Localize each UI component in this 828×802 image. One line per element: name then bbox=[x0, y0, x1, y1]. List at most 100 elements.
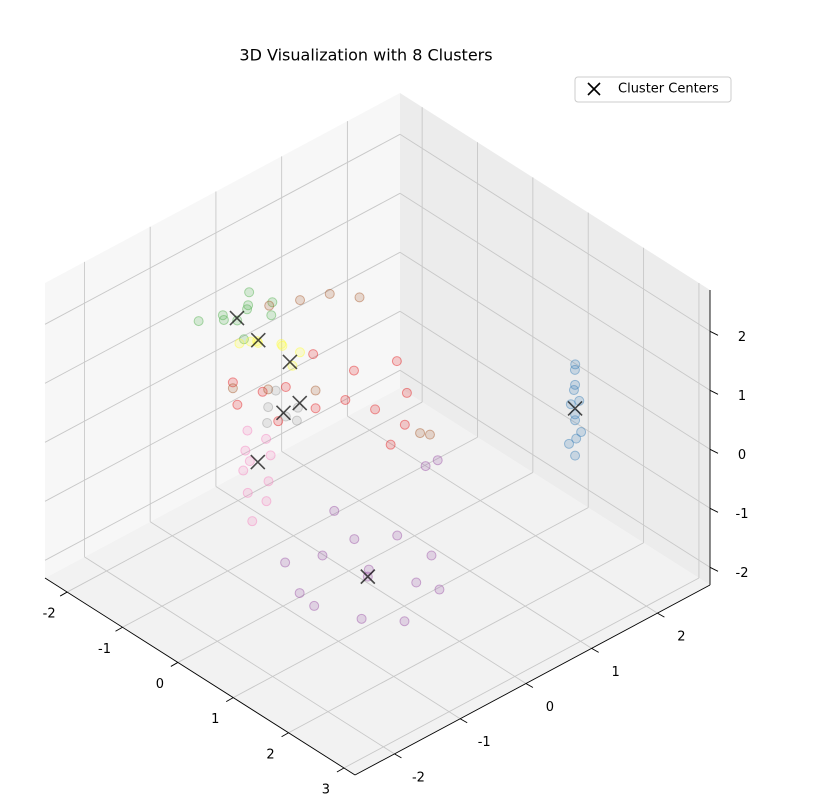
point bbox=[234, 338, 245, 349]
y-tick-label: 2 bbox=[677, 630, 685, 645]
point bbox=[217, 310, 228, 321]
x-tick-label: -2 bbox=[43, 607, 56, 622]
grid-line bbox=[343, 577, 700, 769]
point bbox=[295, 295, 306, 306]
y-tick-label: -2 bbox=[412, 770, 425, 785]
left-pane bbox=[45, 93, 400, 578]
point bbox=[329, 505, 340, 516]
point bbox=[309, 600, 320, 611]
point bbox=[244, 456, 255, 467]
legend-marker bbox=[587, 82, 601, 96]
z-tick-label: 2 bbox=[738, 330, 746, 345]
cluster-center bbox=[567, 400, 583, 417]
grid-line bbox=[66, 401, 423, 593]
point bbox=[247, 516, 258, 527]
grid-line bbox=[347, 415, 658, 614]
grid-line bbox=[122, 436, 478, 628]
point bbox=[253, 337, 264, 348]
grid-line bbox=[288, 542, 644, 734]
point bbox=[242, 487, 253, 498]
point bbox=[370, 404, 381, 415]
grid-line bbox=[44, 310, 401, 502]
point bbox=[401, 387, 412, 398]
cluster-center bbox=[275, 405, 292, 421]
point bbox=[265, 450, 276, 461]
point bbox=[571, 433, 582, 444]
z-tick bbox=[709, 389, 719, 395]
point bbox=[232, 399, 243, 410]
grid-line bbox=[399, 192, 711, 391]
point bbox=[354, 292, 365, 303]
y-tick bbox=[525, 683, 534, 688]
point bbox=[277, 340, 288, 351]
point bbox=[420, 461, 431, 472]
x-tick-label: 2 bbox=[266, 747, 274, 762]
z-tick bbox=[709, 448, 719, 454]
x-tick bbox=[59, 591, 68, 597]
point bbox=[310, 403, 321, 414]
cluster-center bbox=[292, 395, 308, 411]
point bbox=[317, 550, 328, 561]
point bbox=[242, 304, 253, 315]
cluster-center bbox=[250, 454, 266, 470]
grid-line bbox=[399, 310, 711, 509]
point bbox=[227, 377, 238, 388]
x-tick bbox=[336, 767, 345, 773]
grid-line bbox=[44, 133, 401, 325]
grid-line bbox=[281, 450, 592, 649]
point bbox=[244, 287, 255, 298]
x-tick bbox=[170, 662, 179, 667]
point bbox=[570, 359, 581, 370]
point bbox=[434, 584, 445, 595]
x-tick-label: 1 bbox=[211, 712, 219, 727]
z-tick-label: 1 bbox=[738, 389, 746, 404]
cluster-center bbox=[282, 354, 298, 370]
x-tick bbox=[225, 697, 234, 702]
grid-line bbox=[149, 521, 461, 720]
grid-line bbox=[44, 369, 401, 561]
y-tick bbox=[657, 612, 665, 618]
grid-line bbox=[177, 472, 534, 663]
z-tick bbox=[709, 330, 719, 336]
y-tick-label: 0 bbox=[546, 700, 554, 715]
point bbox=[193, 316, 204, 327]
point bbox=[266, 310, 277, 321]
point bbox=[310, 385, 321, 396]
point bbox=[227, 383, 238, 394]
point bbox=[570, 450, 581, 461]
cluster-center bbox=[360, 569, 376, 585]
point bbox=[308, 349, 319, 360]
z-tick-label: -1 bbox=[736, 507, 749, 522]
point bbox=[243, 300, 254, 311]
point bbox=[568, 385, 579, 396]
point bbox=[576, 427, 587, 438]
axis-line bbox=[44, 577, 356, 776]
grid-line bbox=[233, 507, 589, 699]
x-tick-label: 3 bbox=[322, 782, 330, 797]
point bbox=[295, 347, 305, 358]
point bbox=[242, 425, 253, 436]
point bbox=[399, 419, 410, 430]
point bbox=[570, 409, 581, 420]
point bbox=[292, 402, 303, 413]
cluster-center bbox=[250, 332, 266, 348]
point bbox=[262, 417, 273, 428]
y-tick bbox=[591, 647, 599, 653]
legend-label: Cluster Centers bbox=[618, 82, 719, 97]
point bbox=[276, 339, 287, 350]
point bbox=[263, 384, 274, 395]
point bbox=[263, 476, 274, 487]
point bbox=[415, 428, 426, 439]
point bbox=[280, 382, 291, 393]
point bbox=[391, 356, 402, 367]
point bbox=[574, 395, 585, 406]
point bbox=[411, 577, 422, 588]
y-tick-label: -1 bbox=[478, 735, 491, 750]
grid-line bbox=[215, 486, 527, 684]
z-tick bbox=[709, 566, 719, 572]
point bbox=[424, 429, 435, 440]
point bbox=[432, 455, 443, 466]
point bbox=[232, 315, 243, 326]
y-tick-label: 1 bbox=[612, 665, 620, 680]
